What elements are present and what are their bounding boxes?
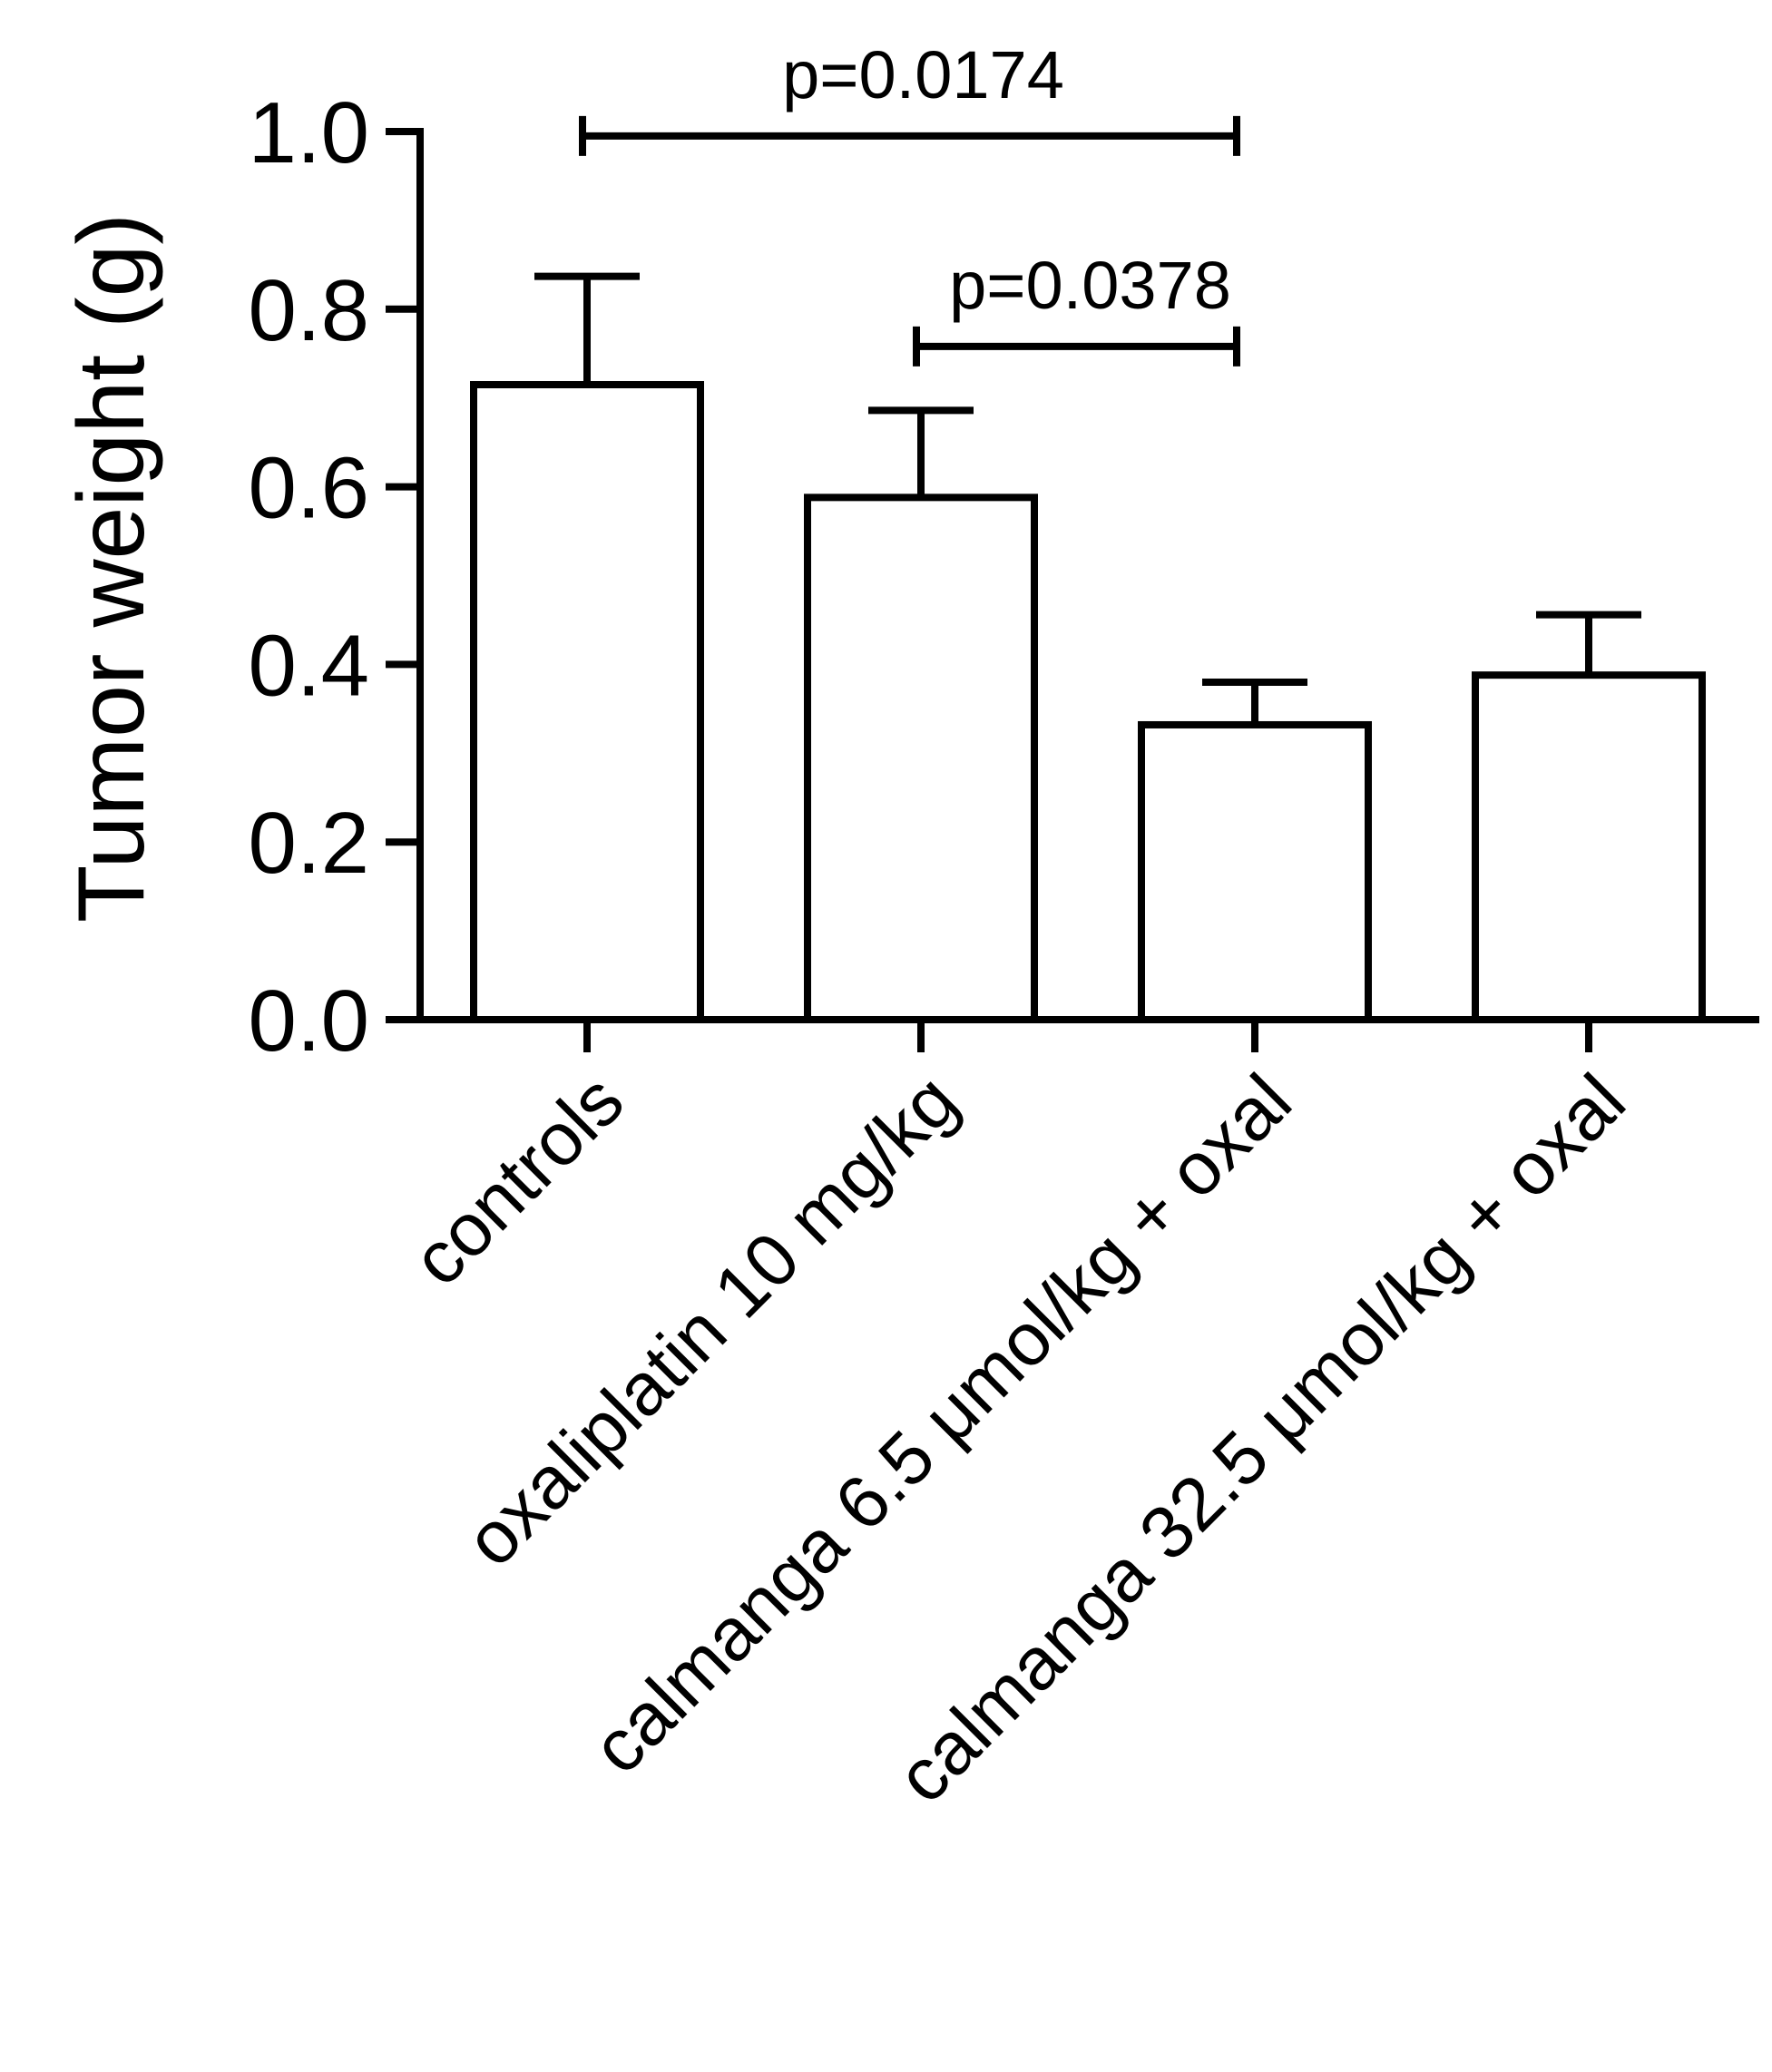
x-tick-label: calmanga 32.5 μmol/kg + oxal [881,1059,1640,1818]
bars [470,381,1706,1023]
y-tick-label: 0.2 [249,795,369,892]
y-tick-label: 1.0 [249,84,369,181]
bar [1472,671,1706,1023]
significance-annotations: p=0.0174 p=0.0378 [579,37,1240,367]
y-tick-label: 0.0 [249,972,369,1070]
x-tick-label: controls [396,1059,639,1301]
y-tick-label: 0.6 [249,440,369,537]
y-tick-label: 0.8 [249,262,369,359]
bar [470,381,704,1023]
bar [804,494,1038,1023]
p-value-label: p=0.0174 [782,37,1064,112]
bar [1138,720,1372,1023]
error-bars [534,272,1641,725]
y-axis-title: Tumor weight (g) [59,213,164,923]
y-axis: 0.0 0.2 0.4 0.6 0.8 1.0 [249,84,424,1070]
y-tick-label: 0.4 [249,617,369,714]
x-tick-label: calmanga 6.5 μmol/kg + oxal [577,1059,1307,1789]
p-value-label: p=0.0378 [949,248,1231,323]
